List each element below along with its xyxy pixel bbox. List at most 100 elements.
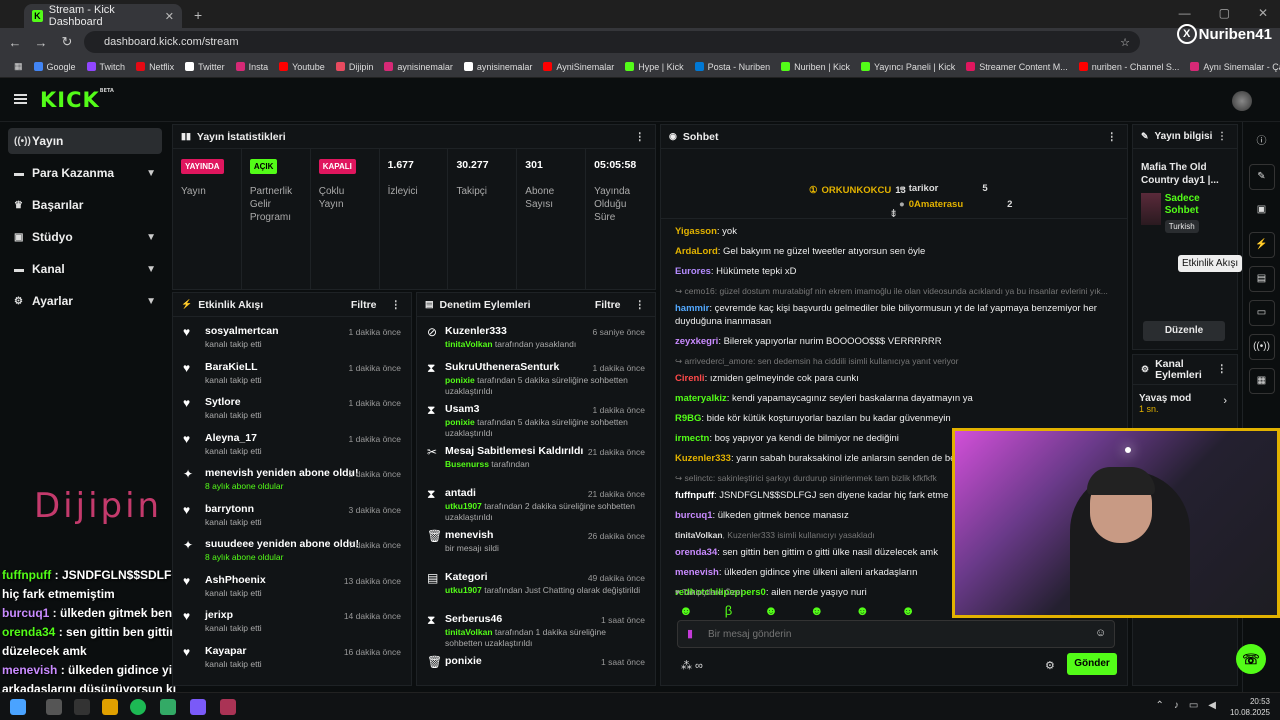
mod-row[interactable]: ▤ Kategori utku1907 tarafından Just Chatti… (417, 563, 655, 605)
bookmark-item[interactable]: Aynı Sinemalar - Ça... (1190, 62, 1280, 72)
taskbar-app-icon[interactable] (46, 699, 62, 715)
emoji-icon[interactable]: ☺ (1095, 627, 1107, 639)
bookmark-item[interactable]: Hype | Kick (625, 62, 684, 72)
printer-icon[interactable]: ▦ (1248, 368, 1275, 394)
chat-username[interactable]: zeyxkegri (675, 336, 719, 347)
clipboard-icon[interactable]: ▤ (1248, 266, 1275, 292)
slow-mode-row[interactable]: Yavaş mod 1 sn. › (1133, 385, 1237, 422)
category-thumbnail[interactable] (1141, 193, 1161, 225)
mod-actor[interactable]: utku1907 (445, 501, 482, 511)
bookmark-item[interactable]: nuriben - Channel S... (1078, 62, 1179, 72)
more-options-icon[interactable]: ⋮ (1216, 363, 1228, 375)
mic-icon[interactable]: ▮ (687, 628, 694, 640)
chat-username[interactable]: Yigasson (675, 226, 717, 237)
event-row[interactable]: ♥ Aleyna_17 kanalı takip etti 1 dakika önce (173, 424, 411, 460)
bookmark-item[interactable]: Google (33, 62, 76, 72)
clock[interactable]: 20:53 10.08.2025 (1230, 696, 1270, 718)
bookmark-item[interactable]: Twitter (185, 62, 225, 72)
emote-icon[interactable]: β (724, 603, 733, 618)
bookmark-item[interactable]: aynisinemalar (384, 62, 453, 72)
filter-button[interactable]: Filtre (350, 298, 377, 311)
more-options-icon[interactable]: ⋮ (634, 298, 646, 311)
taskbar-app-icon[interactable] (220, 699, 236, 715)
mod-row[interactable]: ⧗ SukruUtheneraSenturk ponixie tarafından … (417, 353, 655, 396)
chat-username[interactable]: Kuzenler333 (675, 453, 731, 464)
chat-bubble-icon[interactable]: ▭ (1248, 300, 1275, 326)
chat-username[interactable]: Eurores (675, 266, 711, 277)
sidebar-item-5[interactable]: ⚙ Ayarlar ▼ (8, 288, 162, 314)
mod-actor[interactable]: tinitaVolkan (445, 627, 493, 637)
chevron-down-icon[interactable]: ▼ (146, 263, 156, 275)
forward-icon[interactable]: → (34, 34, 48, 50)
more-options-icon[interactable]: ⋮ (390, 298, 402, 311)
bookmark-item[interactable]: Posta - Nuriben (694, 62, 770, 72)
sidebar-item-1[interactable]: ▬ Para Kazanma ▼ (8, 160, 162, 186)
mod-actor[interactable]: ponixie (445, 375, 475, 385)
reload-icon[interactable]: ↻ (61, 34, 73, 49)
filter-button[interactable]: Filtre (594, 298, 621, 311)
top-gifter[interactable]: ● 0Amaterasu 2 (899, 199, 1012, 210)
sidebar-item-4[interactable]: ▬ Kanal ▼ (8, 256, 162, 282)
event-row[interactable]: ♥ Sytlore kanalı takip etti 1 dakika önce (173, 388, 411, 424)
bookmark-item[interactable]: Streamer Content M... (966, 62, 1068, 72)
spotify-icon[interactable] (130, 699, 146, 715)
emote-icon[interactable]: ☻ (901, 603, 915, 618)
bookmark-item[interactable]: Dijipin (335, 62, 373, 72)
taskbar-app-icon[interactable] (102, 699, 118, 715)
mod-row[interactable]: ✂ Mesaj Sabitlemesi Kaldırıldı Busenurss t… (417, 437, 655, 479)
more-options-icon[interactable]: ⋮ (634, 130, 646, 143)
camera-icon[interactable]: ▣ (1256, 204, 1267, 215)
emote-icon[interactable]: ☻ (855, 603, 870, 618)
taskbar-app-icon[interactable] (74, 699, 90, 715)
event-row[interactable]: ♥ barrytonn kanalı takip etti 3 dakika önce (173, 495, 411, 531)
bookmark-item[interactable]: Youtube (279, 62, 325, 72)
points-icon[interactable]: ⁂ ∞ (681, 660, 703, 672)
event-row[interactable]: ♥ jerixp kanalı takip etti 14 dakika önce (173, 601, 411, 637)
sidebar-item-3[interactable]: ▣ Stüdyo ▼ (8, 224, 162, 250)
minimize-icon[interactable]: — (1178, 6, 1191, 20)
mod-row[interactable]: ⧗ antadi utku1907 tarafından 2 dakika süre… (417, 479, 655, 522)
close-tab-icon[interactable]: ✕ (164, 10, 174, 23)
event-row[interactable]: ♥ AshPhoenix kanalı takip etti 13 dakika ön… (173, 566, 411, 602)
taskbar-app-icon[interactable] (160, 699, 176, 715)
chevron-down-icon[interactable]: ▼ (146, 167, 156, 179)
more-options-icon[interactable]: ⋮ (1217, 131, 1227, 142)
system-tray[interactable]: ⌃♪▭◀ (1155, 700, 1226, 711)
chat-input[interactable] (677, 620, 1115, 648)
mod-row[interactable]: ⊘ Kuzenler333 tinitaVolkan tarafından yasa… (417, 317, 655, 353)
event-row[interactable]: ♥ Kayapar kanalı takip etti 16 dakika önce (173, 637, 411, 673)
sidebar-item-0[interactable]: ((•)) Yayın (8, 128, 162, 154)
mod-actor[interactable]: Busenurss (445, 459, 489, 469)
mod-actor[interactable]: tinitaVolkan (445, 339, 493, 349)
maximize-icon[interactable]: ▢ (1218, 6, 1230, 20)
bookmark-item[interactable]: Nuriben | Kick (781, 62, 850, 72)
chevron-down-icon[interactable]: ▼ (146, 231, 156, 243)
chat-username[interactable]: tinitaVolkan (675, 530, 723, 540)
mod-actor[interactable]: ponixie (445, 417, 475, 427)
taskbar-app-icon[interactable] (190, 699, 206, 715)
event-row[interactable]: ✦ suuudeee yeniden abone oldu! 8 aylık abo… (173, 530, 411, 566)
start-icon[interactable] (10, 699, 26, 715)
chat-username[interactable]: redhotchilipeppers0 (675, 587, 766, 598)
back-icon[interactable]: ← (8, 34, 22, 50)
event-row[interactable]: ✦ menevish yeniden abone oldu! 8 aylık abo… (173, 459, 411, 495)
url-field[interactable]: dashboard.kick.com/stream ☆ (84, 31, 1140, 53)
mod-row[interactable]: 🗑 menevish bir mesajı sildi 26 dakika önce (417, 521, 655, 563)
top-gifter[interactable]: ① ORKUNKOKCU 13 (809, 185, 906, 196)
more-options-icon[interactable]: ⋮ (1106, 130, 1118, 143)
edit-icon[interactable]: ✎ (1248, 164, 1275, 190)
mod-row[interactable]: ⧗ Serberus46 tinitaVolkan tarafından 1 dak… (417, 605, 655, 648)
apps-grid-icon[interactable]: ▦ (14, 61, 23, 71)
bookmark-item[interactable]: Yayıncı Paneli | Kick (861, 62, 955, 72)
event-row[interactable]: ♥ BaraKieLL kanalı takip etti 1 dakika önce (173, 353, 411, 389)
mod-actor[interactable]: utku1907 (445, 585, 482, 595)
bookmark-item[interactable]: aynisinemalar (463, 62, 532, 72)
top-gifter[interactable]: ● tarikor 5 (899, 183, 988, 194)
close-window-icon[interactable]: ✕ (1257, 6, 1268, 20)
emote-icon[interactable]: ☻ (809, 603, 824, 618)
send-button[interactable]: Gönder (1067, 653, 1117, 675)
chat-username[interactable]: orenda34 (675, 547, 718, 558)
chat-username[interactable]: irmectn (675, 433, 710, 444)
new-tab-button[interactable]: + (194, 7, 203, 23)
scroll-down-icon[interactable]: ⇟ (889, 208, 899, 220)
